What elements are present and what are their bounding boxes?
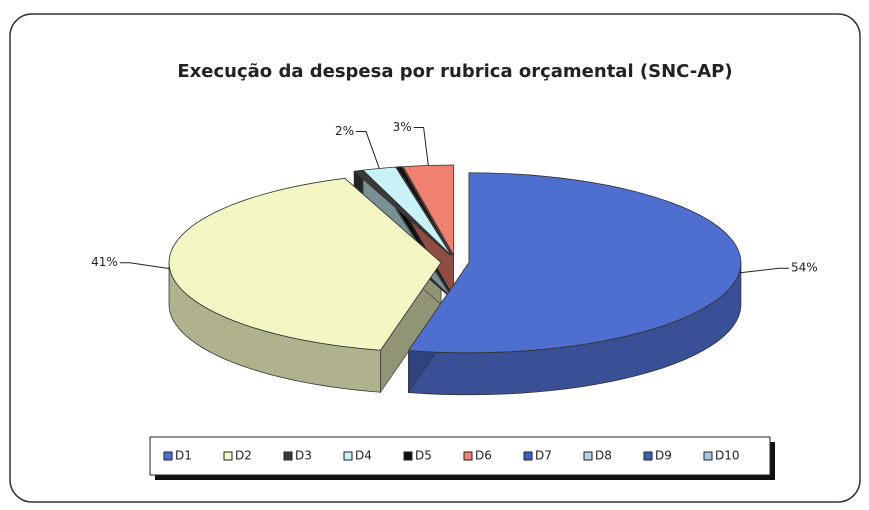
legend-swatch [283, 451, 293, 461]
slice [396, 166, 453, 256]
chart-title: Execução da despesa por rubrica orçament… [177, 61, 732, 82]
legend-label: D2 [235, 449, 252, 463]
legend-swatch [703, 451, 713, 461]
legend-label: D9 [655, 449, 672, 463]
legend-label: D6 [475, 449, 492, 463]
slice [168, 177, 442, 351]
legend-swatch [523, 451, 533, 461]
legend-label: D1 [175, 449, 192, 463]
slice [407, 172, 742, 354]
legend-label: D3 [295, 449, 312, 463]
leader-line [413, 127, 429, 166]
slice-labels: 54% 41% 2% 3% [91, 120, 818, 275]
legend-swatch [343, 451, 353, 461]
data-label: 54% [791, 261, 818, 275]
legend-label: D5 [415, 449, 432, 463]
legend-swatch [403, 451, 413, 461]
data-label: 3% [393, 120, 412, 134]
legend-swatch [223, 451, 233, 461]
legend-swatch [643, 451, 653, 461]
legend-swatch [463, 451, 473, 461]
slice [402, 164, 455, 257]
legend-label: D10 [715, 449, 740, 463]
slice-tops [168, 164, 742, 354]
slice [353, 169, 451, 256]
leader-line [356, 131, 380, 169]
legend-label: D4 [355, 449, 372, 463]
legend-swatch [163, 451, 173, 461]
data-label: 41% [91, 255, 118, 269]
legend-swatch [583, 451, 593, 461]
legend [149, 436, 771, 476]
legend-label: D7 [535, 449, 552, 463]
leader-line [119, 262, 170, 270]
leader-line [739, 267, 789, 274]
data-label: 2% [335, 124, 354, 138]
legend-label: D8 [595, 449, 612, 463]
